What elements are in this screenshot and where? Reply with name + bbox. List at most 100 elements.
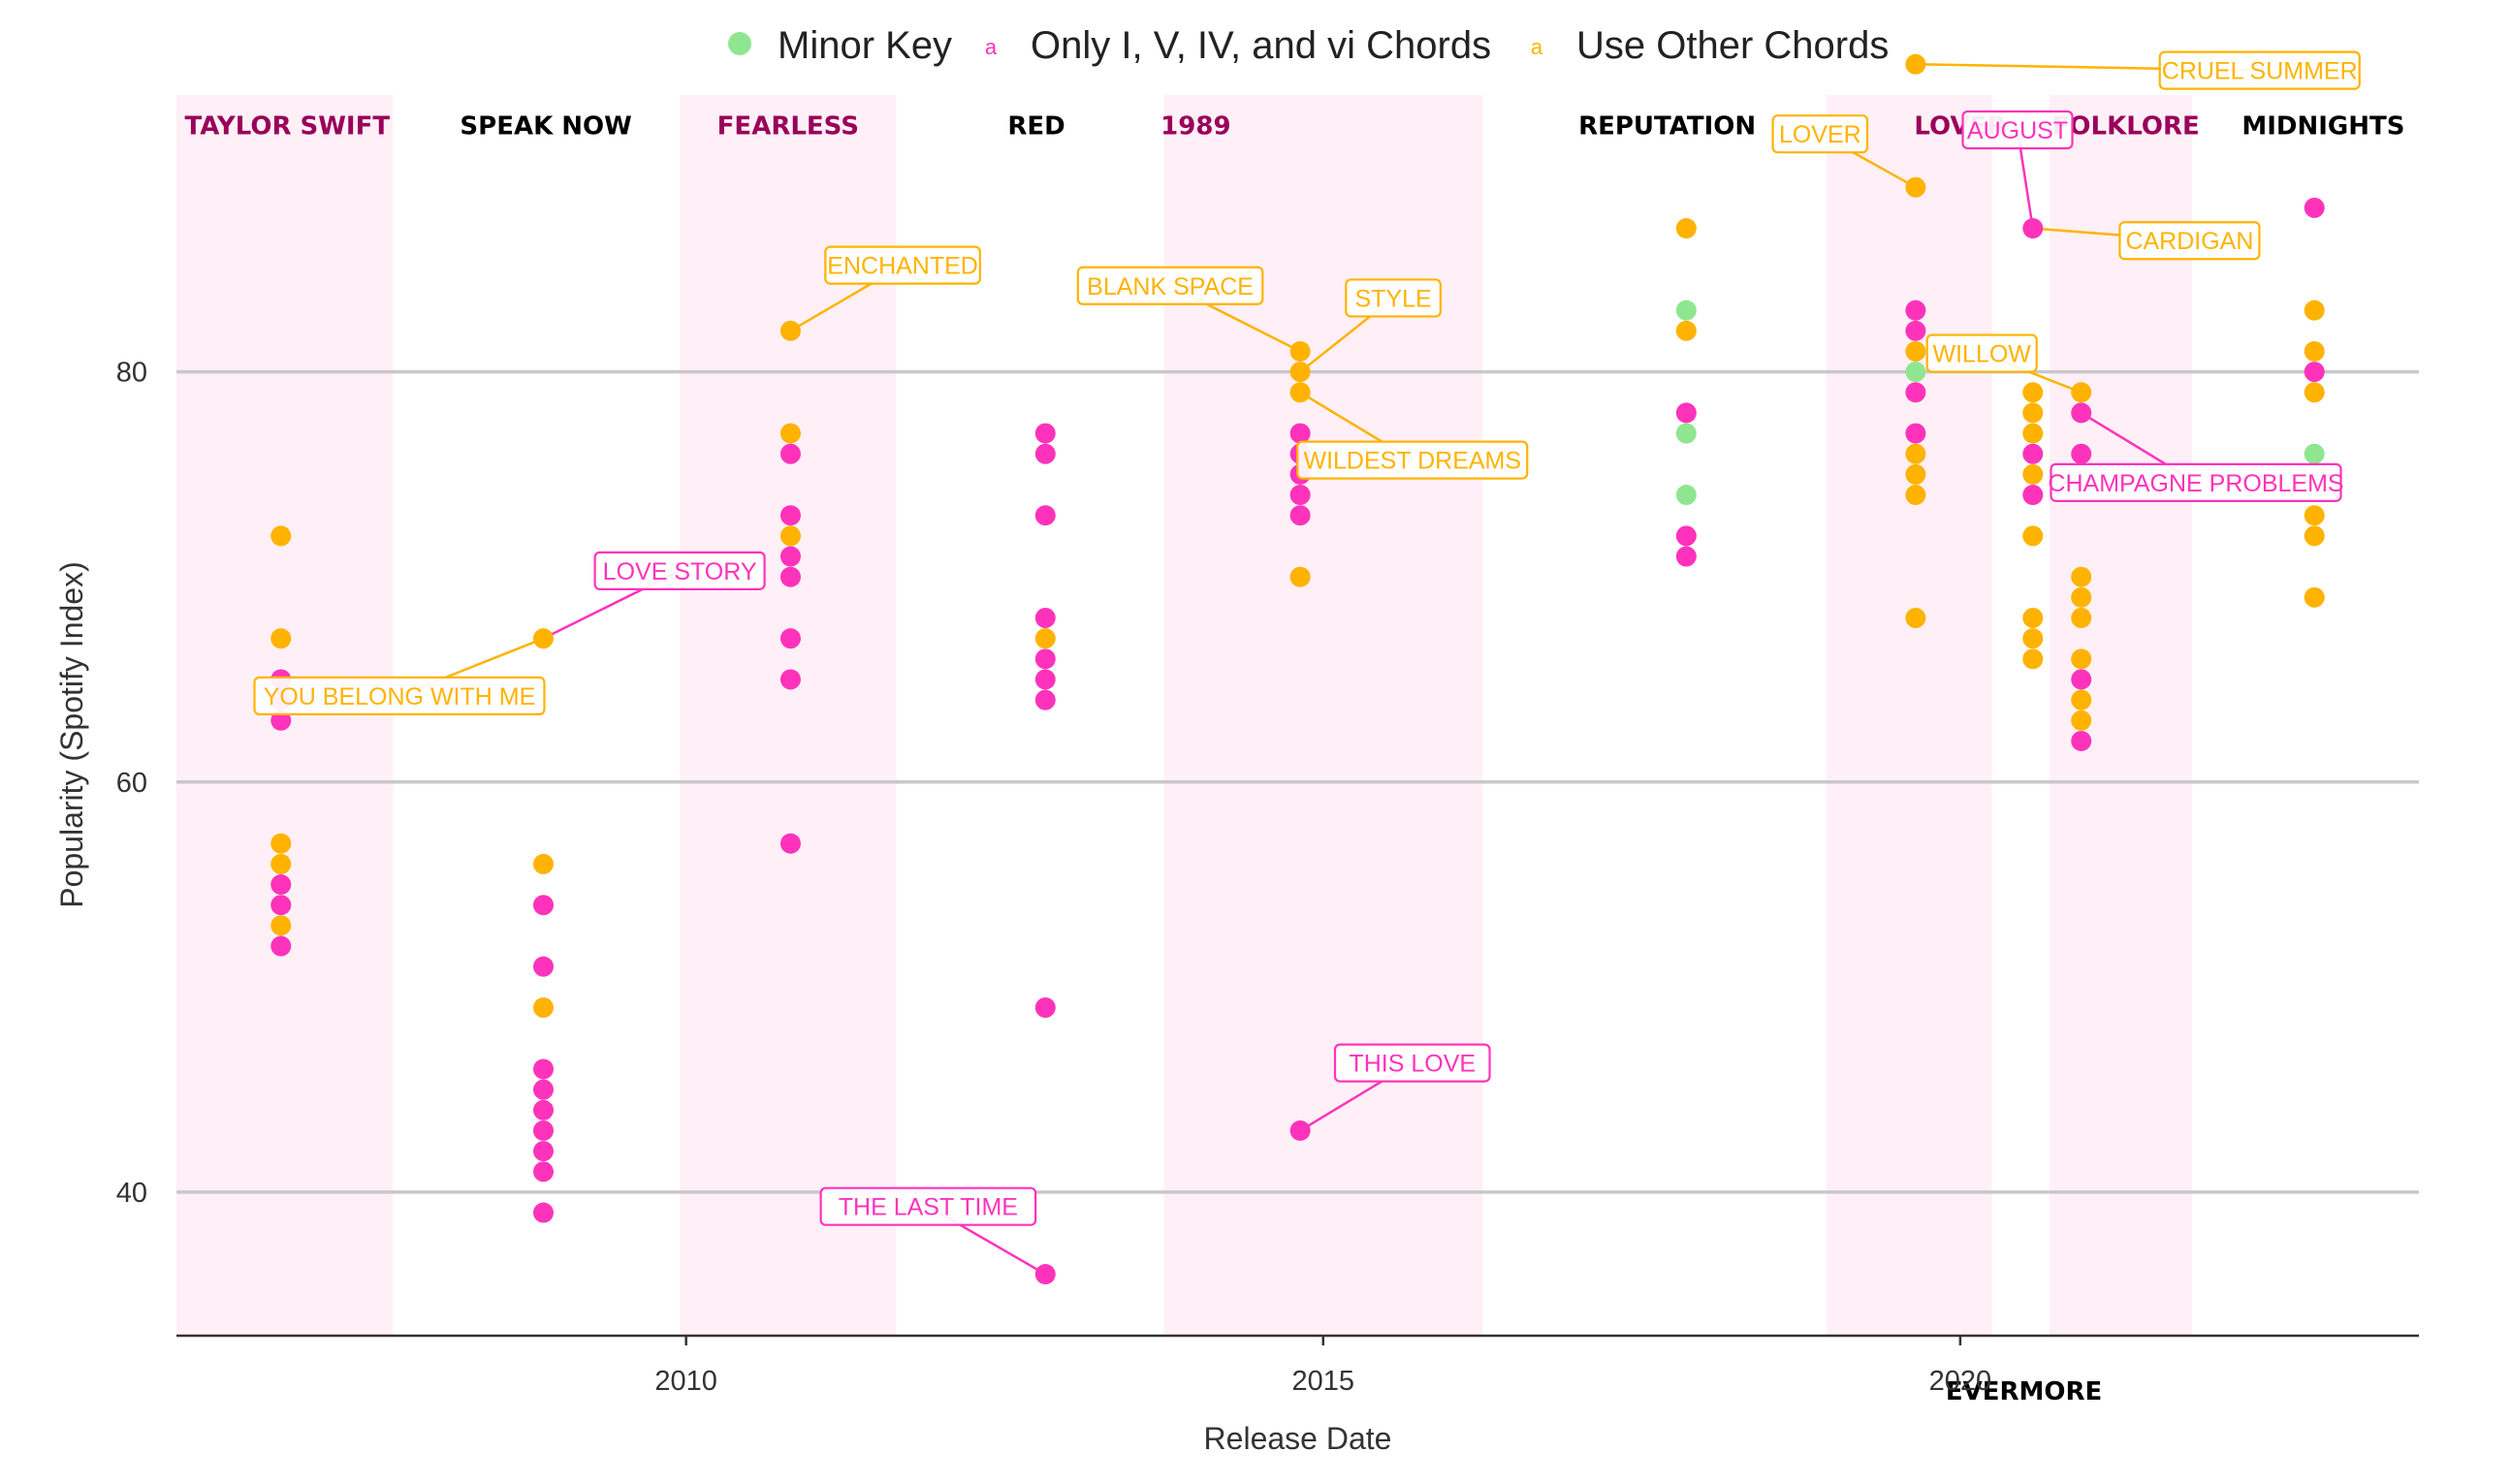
data-point bbox=[2022, 402, 2044, 424]
data-point bbox=[1675, 320, 1697, 341]
album-label-evermore: EVERMORE bbox=[1946, 1377, 2102, 1406]
album-label-1989: 1989 bbox=[1160, 112, 1230, 142]
data-point bbox=[779, 628, 801, 649]
data-point bbox=[2022, 525, 2044, 547]
data-point bbox=[1905, 423, 1926, 444]
callout-box-4 bbox=[1345, 278, 1442, 318]
album-band-1 bbox=[680, 95, 897, 1336]
data-point bbox=[2304, 340, 2325, 362]
data-point bbox=[2071, 608, 2092, 629]
data-point bbox=[1905, 300, 1926, 321]
data-point bbox=[779, 833, 801, 854]
legend-key-minor bbox=[728, 32, 751, 55]
callout-label-willow: WILLOW bbox=[1933, 341, 2032, 368]
data-point bbox=[270, 628, 292, 649]
data-point bbox=[1034, 1264, 1056, 1285]
data-point bbox=[1034, 608, 1056, 629]
data-point bbox=[532, 956, 554, 977]
callout-box-1 bbox=[593, 551, 766, 590]
callout-box-2 bbox=[824, 245, 981, 285]
data-point bbox=[270, 935, 292, 957]
data-point bbox=[1905, 320, 1926, 341]
callout-box-11 bbox=[2118, 221, 2261, 261]
callout-label-this-love: THIS LOVE bbox=[1349, 1051, 1476, 1078]
legend-key-only: a bbox=[985, 35, 998, 59]
callout-box-12 bbox=[1925, 333, 2038, 373]
data-point bbox=[1905, 463, 1926, 485]
callout-label-wildest-dreams: WILDEST DREAMS bbox=[1303, 448, 1521, 475]
callout-box-8 bbox=[1771, 114, 1869, 154]
legend-label-other: Use Other Chords bbox=[1576, 24, 1889, 67]
data-point bbox=[779, 566, 801, 587]
callout-label-august: AUGUST bbox=[1967, 117, 2068, 144]
data-point bbox=[1905, 362, 1926, 383]
data-point bbox=[270, 710, 292, 731]
data-point bbox=[1034, 996, 1056, 1018]
y-axis-title: Popularity (Spotify Index) bbox=[54, 561, 89, 908]
callout-label-cruel-summer: CRUEL SUMMER bbox=[2162, 58, 2358, 85]
data-point bbox=[532, 1120, 554, 1141]
data-point bbox=[1034, 505, 1056, 526]
x-tick-label-2020: 2020 bbox=[1929, 1366, 1992, 1397]
data-point bbox=[1675, 423, 1697, 444]
callout-label-style: STYLE bbox=[1354, 285, 1431, 312]
data-point bbox=[1034, 648, 1056, 670]
callout-box-9 bbox=[2158, 50, 2361, 90]
callout-label-cardigan: CARDIGAN bbox=[2125, 228, 2253, 255]
data-point bbox=[1905, 485, 1926, 506]
data-point bbox=[2071, 586, 2092, 608]
data-point bbox=[1675, 546, 1697, 567]
data-point bbox=[779, 546, 801, 567]
data-point bbox=[270, 915, 292, 936]
data-point bbox=[2022, 608, 2044, 629]
axes: 2010 2015 2020 40 60 80 Release Date Popularity… bbox=[54, 358, 2419, 1456]
y-tick-label-80: 80 bbox=[116, 358, 147, 389]
data-point bbox=[1675, 402, 1697, 424]
data-point bbox=[1289, 362, 1311, 383]
album-label-speak-now: SPEAK NOW bbox=[460, 112, 631, 142]
data-point bbox=[1034, 423, 1056, 444]
album-label-midnights: MIDNIGHTS bbox=[2241, 112, 2404, 142]
data-point bbox=[2071, 710, 2092, 731]
data-point bbox=[1034, 689, 1056, 710]
data-point bbox=[270, 833, 292, 854]
data-point bbox=[779, 669, 801, 690]
data-point bbox=[2071, 669, 2092, 690]
data-point bbox=[2022, 423, 2044, 444]
data-point bbox=[1289, 423, 1311, 444]
data-point bbox=[532, 1058, 554, 1080]
data-point bbox=[1905, 382, 1926, 403]
data-point bbox=[2022, 485, 2044, 506]
data-point bbox=[1905, 608, 1926, 629]
data-point bbox=[2304, 197, 2325, 218]
x-tick-label-2010: 2010 bbox=[654, 1366, 717, 1397]
legend-label-minor: Minor Key bbox=[778, 24, 952, 67]
data-point bbox=[532, 1099, 554, 1121]
data-point bbox=[2071, 382, 2092, 403]
y-tick-label-40: 40 bbox=[116, 1178, 147, 1209]
data-point bbox=[532, 1161, 554, 1183]
album-label-fearless: FEARLESS bbox=[717, 112, 859, 142]
data-point bbox=[2022, 648, 2044, 670]
data-point bbox=[532, 996, 554, 1018]
data-point bbox=[779, 525, 801, 547]
legend: Minor Key a Only I, V, IV, and vi Chords a U… bbox=[728, 24, 1889, 67]
callout-box-10 bbox=[1961, 110, 2074, 150]
y-tick-label-60: 60 bbox=[116, 768, 147, 799]
callout-box-13 bbox=[2050, 462, 2342, 502]
data-point bbox=[779, 505, 801, 526]
x-tick-label-2015: 2015 bbox=[1292, 1366, 1355, 1397]
callout-label-love-story: LOVE STORY bbox=[603, 558, 757, 585]
data-point bbox=[270, 525, 292, 547]
callout-label-you-belong-with-me: YOU BELONG WITH ME bbox=[264, 683, 536, 710]
data-point bbox=[2304, 382, 2325, 403]
data-point bbox=[2071, 402, 2092, 424]
data-point bbox=[270, 853, 292, 874]
data-point bbox=[779, 443, 801, 464]
data-point bbox=[1289, 1120, 1311, 1141]
callout-label-enchanted: ENCHANTED bbox=[827, 253, 978, 280]
data-point bbox=[1905, 176, 1926, 198]
data-point bbox=[779, 423, 801, 444]
